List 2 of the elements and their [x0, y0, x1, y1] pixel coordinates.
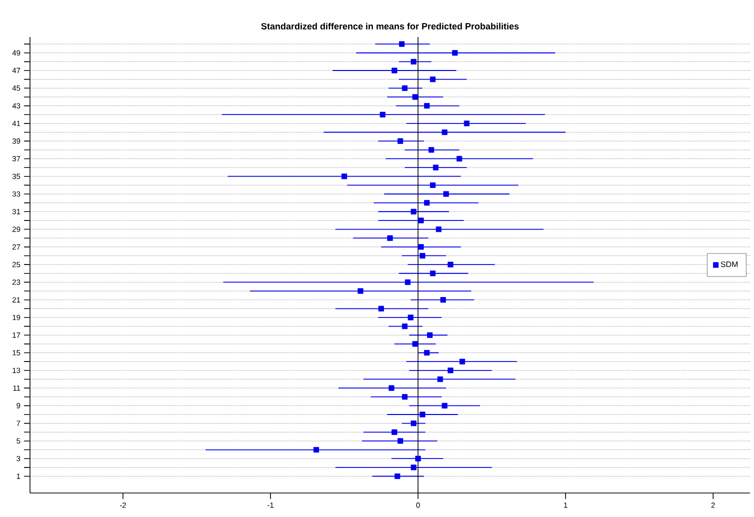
chart-title: Standardized difference in means for Predicted Probabilities: [261, 22, 519, 30]
legend-label: SDM: [720, 261, 738, 268]
